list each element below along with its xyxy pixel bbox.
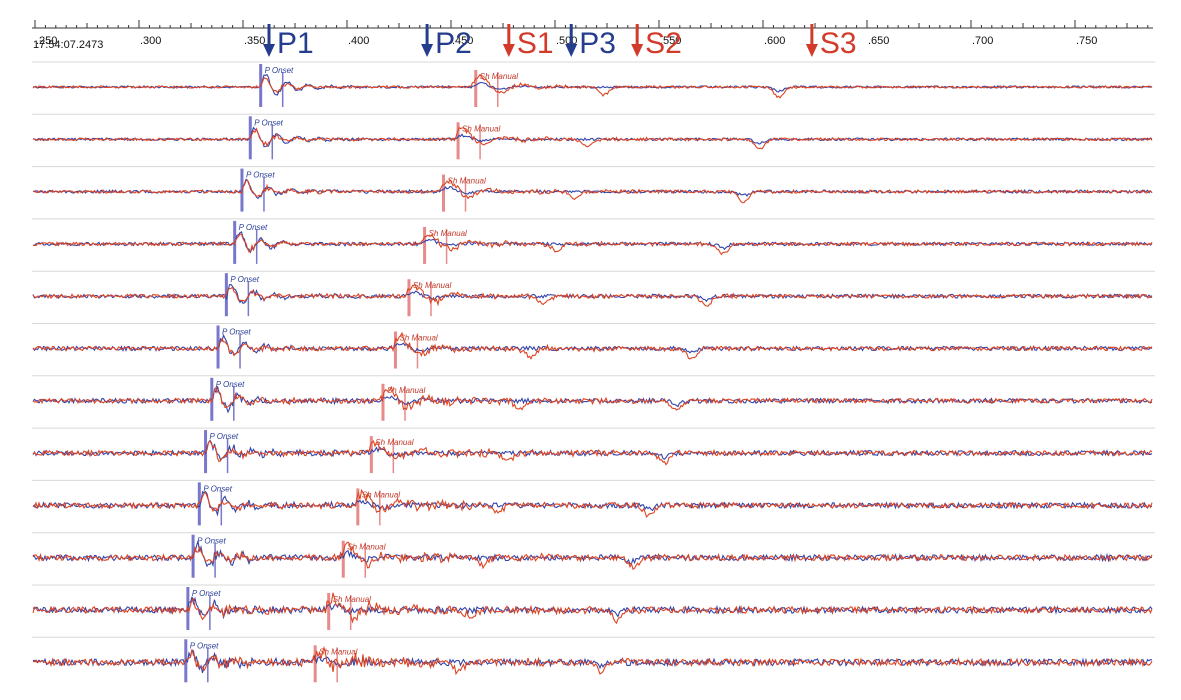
s-manual-label: Sh Manual <box>399 334 437 343</box>
phase-label: S3 <box>820 27 857 60</box>
s-manual-label: Sh Manual <box>413 281 451 290</box>
p-onset-label: P Onset <box>216 380 245 389</box>
trace-row: P Onset Sh Manual <box>32 61 1155 107</box>
trace-blue-waveform <box>32 178 1153 200</box>
trace-blue-waveform <box>32 490 1153 517</box>
axis-tick-label: .600 <box>764 35 785 47</box>
phase-label: S1 <box>517 27 554 60</box>
trace-panel: P Onset Sh Manual P Onset Sh Manual P Onset S… <box>32 61 1155 683</box>
p-onset-label: P Onset <box>239 223 268 232</box>
arrowhead-icon <box>631 44 644 57</box>
phase-marker-s3: S3 <box>805 24 857 60</box>
trace-red-waveform <box>32 284 1153 307</box>
p-onset-label: P Onset <box>203 484 232 493</box>
s-manual-label: Sh Manual <box>347 543 385 552</box>
phase-marker-p1: P1 <box>263 24 314 60</box>
trace-red-waveform <box>32 331 1153 360</box>
p-onset-label: P Onset <box>246 171 275 180</box>
phase-marker-p2: P2 <box>421 24 472 60</box>
trace-red-waveform <box>32 178 1153 204</box>
p-onset-label: P Onset <box>230 275 259 284</box>
trace-row: P Onset Sh Manual <box>32 218 1155 264</box>
axis-tick-label: .400 <box>348 35 369 47</box>
s-manual-label: Sh Manual <box>462 124 500 133</box>
axis-tick-label: .750 <box>1076 35 1097 47</box>
axis-tick-label: .250 <box>36 35 57 47</box>
time-axis-ticks: .250.300.350.400.450.500.550.600.650.700… <box>34 20 1149 47</box>
axis-tick-label: .550 <box>660 35 681 47</box>
trace-row: P Onset Sh Manual <box>32 532 1155 578</box>
arrowhead-icon <box>565 44 578 57</box>
trace-row: P Onset Sh Manual <box>32 113 1155 160</box>
arrowhead-icon <box>263 44 275 57</box>
trace-row: P Onset Sh Manual <box>32 323 1155 369</box>
trace-red-waveform <box>32 592 1153 625</box>
p-onset-label: P Onset <box>192 589 221 598</box>
axis-tick-label: .350 <box>244 35 265 47</box>
s-manual-label: Sh Manual <box>333 595 371 604</box>
p-onset-label: P Onset <box>190 641 219 650</box>
s-manual-label: Sh Manual <box>480 72 518 81</box>
trace-red-waveform <box>32 233 1153 256</box>
trace-row: P Onset Sh Manual <box>32 166 1155 212</box>
axis-tick-label: .700 <box>972 35 993 47</box>
trace-blue-waveform <box>32 73 1153 96</box>
p-onset-label: P Onset <box>197 537 226 546</box>
p-onset-label: P Onset <box>210 432 239 441</box>
s-manual-label: Sh Manual <box>387 386 425 395</box>
timestamp-label: 17:54:07.2473 <box>33 39 103 51</box>
arrowhead-icon <box>502 44 515 57</box>
s-manual-label: Sh Manual <box>429 229 467 238</box>
trace-red-waveform <box>32 645 1153 676</box>
p-onset-label: P Onset <box>265 66 294 75</box>
axis-tick-label: .450 <box>452 35 473 47</box>
trace-red-waveform <box>32 488 1153 518</box>
trace-row: P Onset Sh Manual <box>32 584 1155 630</box>
trace-row: P Onset Sh Manual <box>32 479 1155 526</box>
arrowhead-icon <box>421 44 434 57</box>
trace-row: P Onset Sh Manual <box>32 375 1155 421</box>
trace-red-waveform <box>32 73 1153 99</box>
trace-blue-waveform <box>32 284 1153 304</box>
trace-red-waveform <box>32 440 1153 466</box>
phase-marker-p3: P3 <box>565 24 616 60</box>
phase-marker-s2: S2 <box>631 24 682 60</box>
phase-label: S2 <box>645 27 682 60</box>
trace-blue-waveform <box>32 333 1153 356</box>
trace-blue-waveform <box>32 439 1153 461</box>
phase-marker-s1: S1 <box>502 24 554 60</box>
phase-label: P1 <box>277 27 314 60</box>
arrowhead-icon <box>805 44 818 57</box>
trace-row: P Onset Sh Manual <box>32 636 1155 683</box>
axis-tick-label: .300 <box>140 35 161 47</box>
phase-markers: P1 P2 S1 P3 S2 S3 <box>263 24 857 60</box>
axis-tick-label: .650 <box>868 35 889 47</box>
p-onset-label: P Onset <box>254 118 283 127</box>
trace-red-waveform <box>32 541 1153 571</box>
phase-label: P2 <box>435 27 472 60</box>
s-manual-label: Sh Manual <box>375 438 413 447</box>
p-onset-label: P Onset <box>222 328 251 337</box>
s-manual-label: Sh Manual <box>448 177 486 186</box>
trace-row: P Onset Sh Manual <box>32 270 1155 317</box>
phase-label: P3 <box>579 27 616 60</box>
trace-red-waveform <box>32 385 1153 411</box>
trace-blue-waveform <box>32 126 1153 148</box>
trace-red-waveform <box>32 126 1153 150</box>
s-manual-label: Sh Manual <box>319 647 357 656</box>
trace-row: P Onset Sh Manual <box>32 427 1155 474</box>
s-manual-label: Sh Manual <box>362 490 400 499</box>
